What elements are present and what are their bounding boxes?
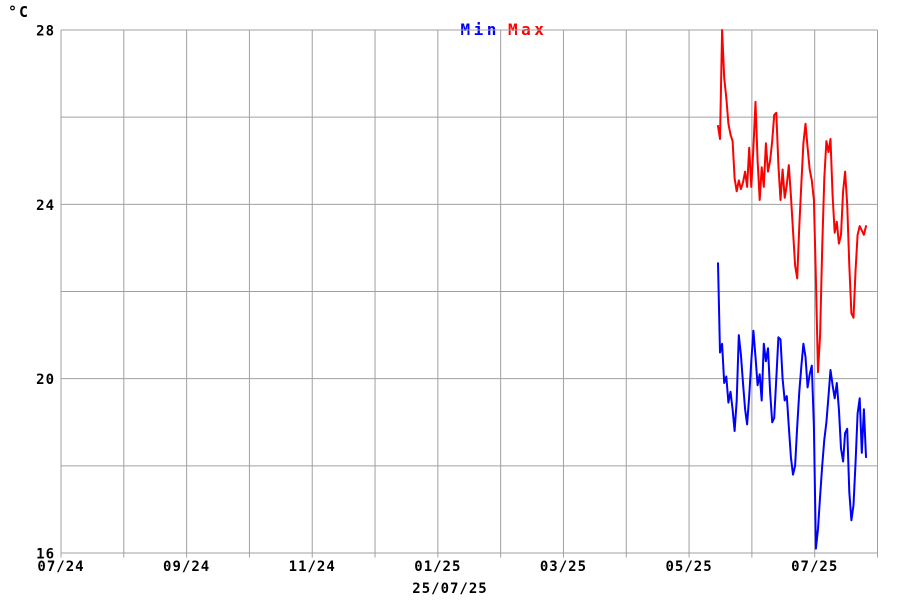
- x-tick-label-03-25: 03/25: [540, 559, 587, 575]
- y-axis-unit-label: °C: [8, 3, 31, 21]
- x-tick-label-09-24: 09/24: [163, 559, 210, 575]
- x-tick-label-01-25: 01/25: [414, 559, 461, 575]
- y-tick-label-16: 16: [36, 547, 55, 563]
- current-date-label: 25/07/25: [412, 581, 488, 597]
- min-series-line: [717, 262, 867, 550]
- grid-layer: [60, 29, 878, 554]
- max-series-line: [717, 29, 867, 374]
- x-tick-label-07-24: 07/24: [37, 559, 84, 575]
- x-tick-label-11-24: 11/24: [289, 559, 336, 575]
- x-tick-label-05-25: 05/25: [665, 559, 712, 575]
- y-tick-label-28: 28: [36, 24, 55, 40]
- y-tick-label-24: 24: [36, 198, 55, 214]
- series-layer: [717, 29, 867, 550]
- x-tick-label-07-25: 07/25: [791, 559, 838, 575]
- axis-tick-layer: [60, 553, 878, 558]
- y-tick-label-20: 20: [36, 372, 55, 388]
